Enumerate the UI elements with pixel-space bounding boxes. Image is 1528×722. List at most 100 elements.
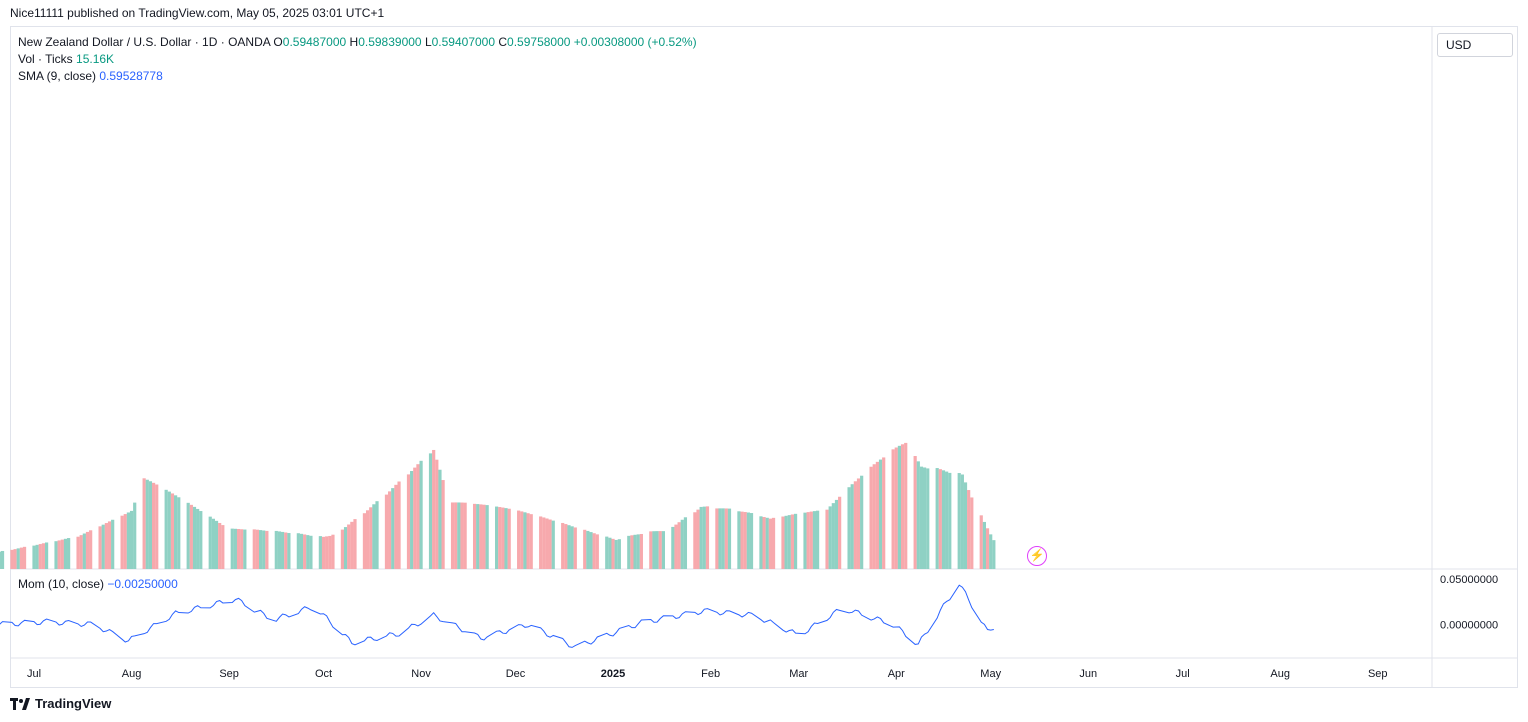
volume-bar: [397, 481, 401, 569]
volume-bar: [894, 447, 898, 569]
time-tick-label: Sep: [219, 668, 239, 680]
volume-bar: [177, 497, 181, 569]
volume-bar: [369, 507, 373, 569]
volume-bar: [989, 534, 993, 569]
volume-bar: [919, 466, 924, 569]
volume-bar: [945, 471, 949, 569]
volume-bar: [542, 517, 546, 569]
volume-bar: [454, 502, 458, 569]
volume-bar: [699, 506, 703, 569]
legend-volume: Vol · Ticks 15.16K: [18, 52, 114, 66]
volume-bar: [992, 540, 996, 569]
volume-bar: [696, 509, 700, 569]
volume-bar: [82, 533, 86, 569]
volume-bar: [67, 538, 71, 569]
volume-bar: [495, 506, 499, 569]
volume-bar: [482, 504, 486, 569]
volume-bar: [812, 511, 817, 569]
volume-bar: [35, 544, 39, 569]
volume-bar: [104, 523, 108, 569]
volume-bar: [44, 542, 49, 569]
time-tick-label: 2025: [601, 668, 625, 680]
volume-bar: [759, 516, 763, 569]
volume-bar: [472, 503, 477, 569]
volume-bar: [221, 525, 225, 569]
volume-bar: [960, 474, 964, 569]
volume-bar: [649, 531, 653, 569]
volume-bar: [583, 529, 587, 569]
volume-bar: [847, 487, 851, 569]
volume-bar: [460, 502, 464, 569]
time-tick-label: Dec: [506, 668, 526, 680]
volume-bar: [570, 526, 574, 569]
legend-vol-value: 15.16K: [76, 52, 115, 66]
volume-bar: [450, 502, 455, 569]
volume-bar: [38, 544, 42, 569]
chart-frame: [10, 26, 1518, 688]
time-tick-label: Nov: [411, 668, 431, 680]
volume-bar: [0, 551, 1, 569]
volume-bar: [677, 522, 681, 569]
volume-bar: [781, 516, 785, 569]
volume-bar: [564, 524, 568, 569]
volume-bar: [79, 535, 83, 569]
volume-bar: [63, 538, 68, 569]
volume-bar: [391, 488, 395, 569]
volume-bar: [196, 508, 200, 569]
volume-bar: [853, 481, 857, 569]
volume-bar: [724, 508, 728, 569]
volume-bar: [611, 538, 615, 569]
volume-bar: [277, 531, 282, 569]
volume-bar: [133, 502, 137, 569]
volume-bar: [101, 524, 105, 569]
volume-bar: [120, 515, 124, 569]
volume-bar: [526, 513, 530, 569]
volume-bar: [680, 519, 684, 569]
legend-sma-value: 0.59528778: [99, 69, 163, 83]
volume-bar: [192, 506, 197, 569]
volume-bar: [979, 515, 983, 569]
volume-bar: [174, 495, 178, 569]
volume-bar: [746, 512, 750, 569]
volume-bar: [0, 550, 5, 569]
volume-bar: [762, 517, 766, 569]
volume-bar: [882, 457, 886, 569]
volume-bar: [89, 530, 93, 569]
volume-bar: [504, 508, 508, 569]
volume-bar: [718, 508, 722, 569]
legend-close-label: C: [498, 35, 508, 49]
volume-bar: [834, 499, 839, 569]
lightning-icon[interactable]: ⚡: [1027, 546, 1047, 566]
legend-open: 0.59487000: [282, 35, 347, 49]
volume-bar: [790, 514, 795, 569]
volume-bar: [721, 508, 725, 569]
legend-change: +0.00308000 (+0.52%): [573, 35, 697, 49]
volume-bar: [727, 508, 732, 569]
volume-bar: [463, 502, 467, 569]
currency-selector[interactable]: USD: [1437, 33, 1513, 57]
legend-high: 0.59839000: [358, 35, 422, 49]
volume-bar: [384, 494, 389, 569]
volume-bar: [957, 473, 961, 569]
volume-bar: [303, 534, 307, 569]
time-tick-label: Sep: [1368, 668, 1388, 680]
footer-brand: TradingView: [35, 696, 112, 711]
volume-bar: [501, 507, 505, 569]
volume-bar: [214, 520, 219, 569]
volume-bar: [151, 482, 156, 569]
volume-bar: [321, 536, 326, 569]
volume-bar: [211, 518, 215, 569]
volume-bar: [586, 530, 590, 569]
volume-bar: [218, 522, 222, 569]
volume-bar: [457, 502, 461, 569]
volume-bar: [900, 444, 905, 569]
volume-bar: [309, 535, 313, 569]
volume-bar: [768, 518, 772, 569]
volume-bar: [432, 449, 436, 569]
volume-bar: [375, 501, 379, 569]
time-tick-label: Mar: [789, 668, 808, 680]
volume-bar: [926, 468, 930, 569]
volume-bar: [340, 529, 345, 569]
volume-bar: [627, 535, 631, 569]
